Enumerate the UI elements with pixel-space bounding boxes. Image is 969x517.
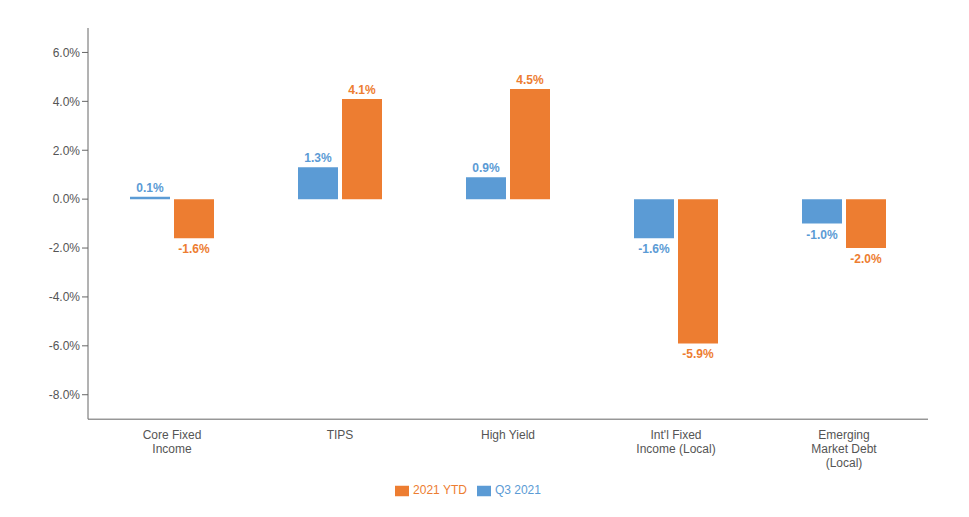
svg-text:-6.0%: -6.0% (49, 339, 81, 353)
svg-text:2.0%: 2.0% (53, 144, 81, 158)
svg-text:-1.0%: -1.0% (806, 228, 838, 242)
html-text:Q3 2021: Q3 2021 (494, 483, 541, 498)
svg-text:-2.0%: -2.0% (49, 241, 81, 255)
svg-text:4.1%: 4.1% (348, 83, 376, 97)
svg-text:-4.0%: -4.0% (49, 290, 81, 304)
svg-text:TIPS: TIPS (327, 428, 354, 442)
svg-text:-5.9%: -5.9% (682, 347, 714, 361)
svg-text:6.0%: 6.0% (53, 46, 81, 60)
svg-text:Int'l FixedIncome (Local): Int'l FixedIncome (Local) (636, 428, 715, 456)
svg-text:-1.6%: -1.6% (638, 242, 670, 256)
svg-text:EmergingMarket Debt(Local): EmergingMarket Debt(Local) (811, 428, 877, 470)
svg-text:0.1%: 0.1% (136, 181, 164, 195)
svg-text:-2.0%: -2.0% (850, 252, 882, 266)
svg-text:High Yield: High Yield (481, 428, 535, 442)
svg-text:4.5%: 4.5% (516, 73, 544, 87)
svg-text:-8.0%: -8.0% (49, 388, 81, 402)
svg-text:1.3%: 1.3% (304, 151, 332, 165)
svg-text:0.0%: 0.0% (53, 192, 81, 206)
html-text:2021 YTD: 2021 YTD (413, 483, 467, 498)
svg-text:-1.6%: -1.6% (178, 242, 210, 256)
svg-text:Core FixedIncome: Core FixedIncome (143, 428, 202, 456)
svg-text:4.0%: 4.0% (53, 95, 81, 109)
svg-text:0.9%: 0.9% (472, 161, 500, 175)
